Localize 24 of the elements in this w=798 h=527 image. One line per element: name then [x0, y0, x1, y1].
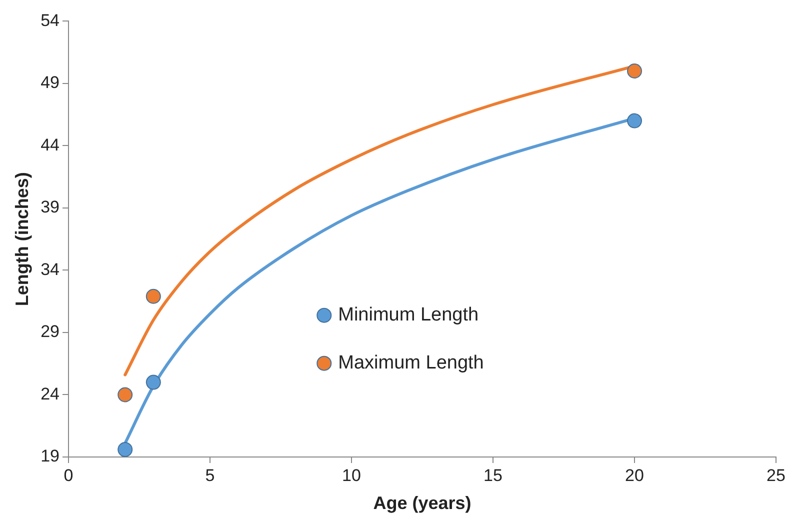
y-tick-label: 29: [40, 322, 60, 342]
point: [146, 288, 161, 304]
x-axis-title: Age (years): [373, 493, 472, 514]
legend-label: Maximum Length: [338, 352, 484, 374]
y-axis-title: Length (inches): [12, 172, 32, 306]
y-tick-label: 24: [40, 384, 60, 404]
y-tick-label: 54: [40, 10, 60, 30]
x-tick-label: 10: [342, 466, 361, 485]
legend-label: Minimum Length: [338, 304, 479, 326]
y-tick-label: 39: [40, 198, 60, 217]
y-tick-label: 34: [40, 260, 60, 279]
point: [627, 64, 642, 79]
point: [118, 387, 133, 402]
x-tick-label: 0: [64, 466, 74, 485]
y-tick-label: 49: [40, 73, 60, 92]
y-tick-label: 19: [40, 446, 60, 466]
x-tick-label: 5: [205, 466, 215, 485]
x-tick-label: 20: [625, 466, 644, 485]
y-tick-label: 44: [40, 135, 60, 154]
point: [146, 374, 161, 390]
x-tick-label: 25: [766, 466, 786, 485]
x-tick-label: 15: [484, 466, 502, 485]
point: [118, 442, 133, 457]
point: [627, 113, 642, 128]
